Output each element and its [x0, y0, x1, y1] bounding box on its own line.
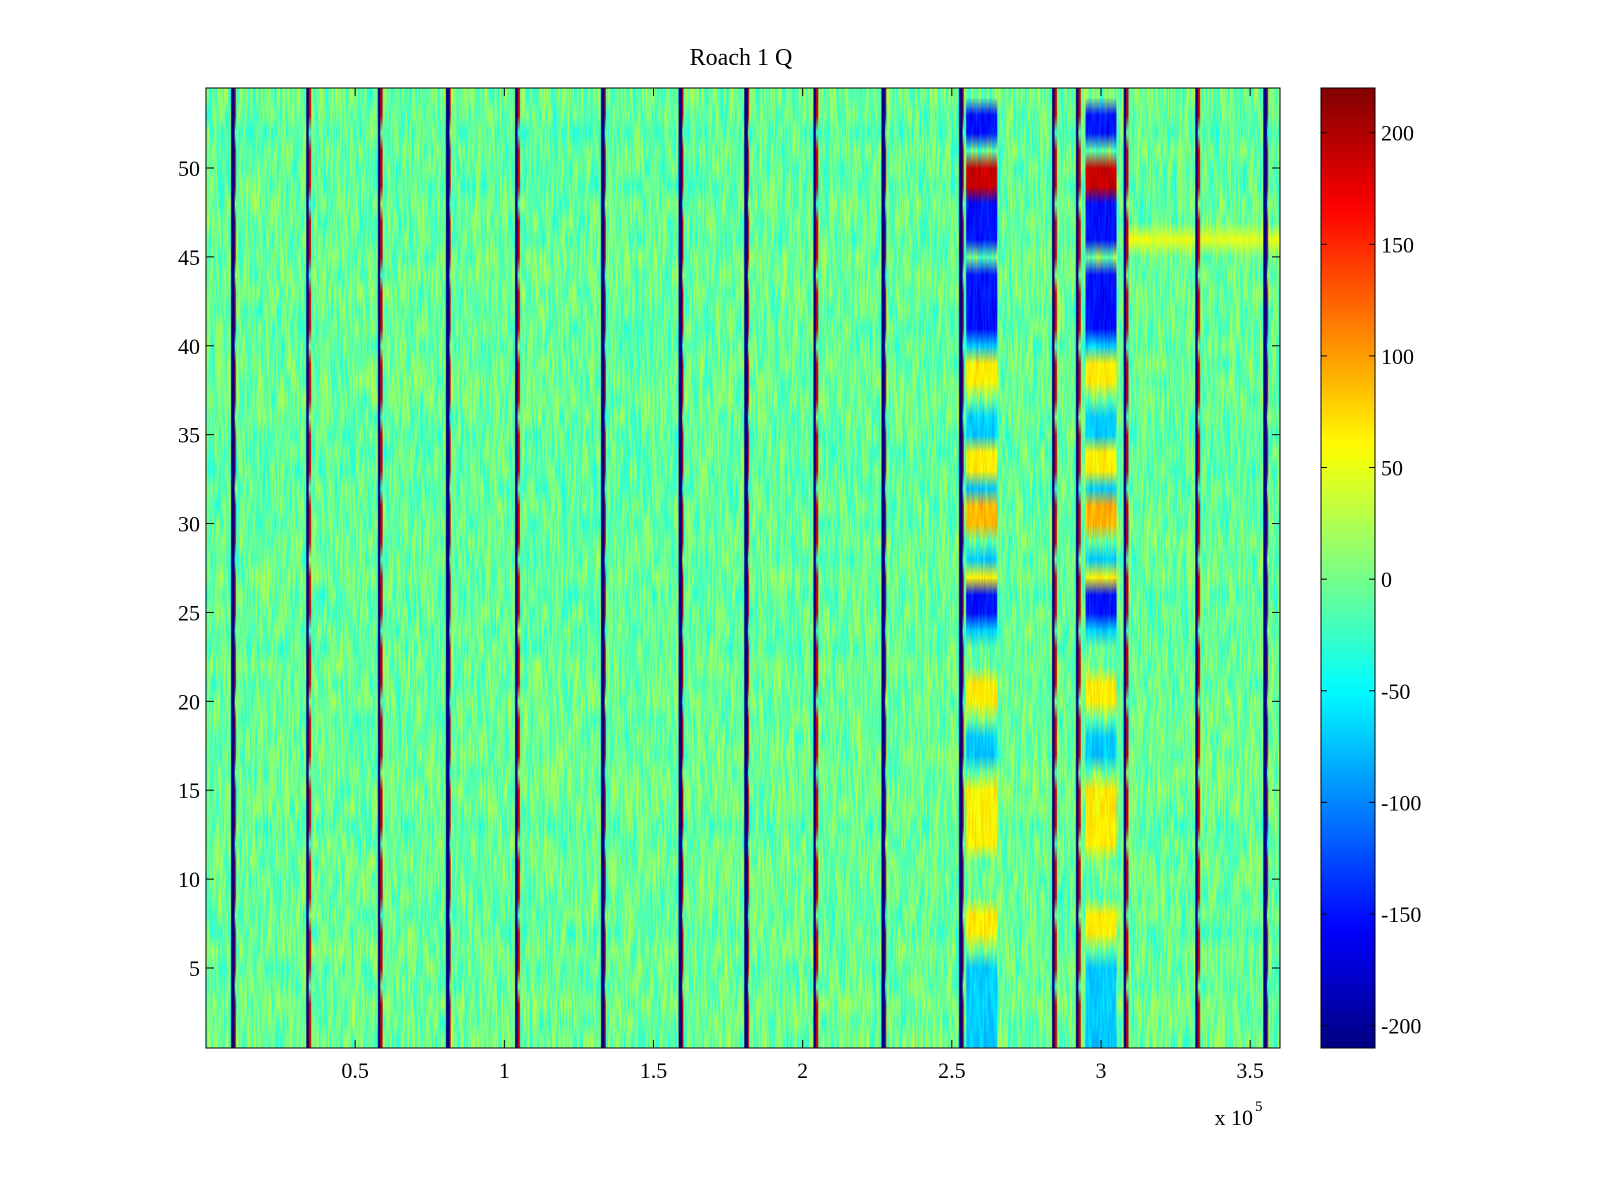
- x-tick-label: 1.5: [640, 1058, 668, 1083]
- x-tick-label: 2: [797, 1058, 808, 1083]
- y-tick-label: 25: [178, 600, 200, 625]
- colorbar-tick-label: -200: [1381, 1014, 1421, 1039]
- x-tick-label: 2.5: [938, 1058, 966, 1083]
- chart-title: Roach 1 Q: [690, 45, 793, 71]
- x-tick-label: 0.5: [341, 1058, 369, 1083]
- colorbar-frame: [1320, 87, 1376, 1049]
- y-axis: 5 10 15 20 25 30 35 40 45 50: [178, 156, 1280, 981]
- colorbar-tick-label: 50: [1381, 456, 1403, 481]
- colorbar-tick-label: -50: [1381, 679, 1410, 704]
- y-tick-label: 20: [178, 689, 200, 714]
- x-exponent-power: 5: [1255, 1099, 1263, 1115]
- colorbar-tick-label: 100: [1381, 344, 1414, 369]
- colorbar-tick-label: -150: [1381, 902, 1421, 927]
- plot-frame: [205, 87, 1281, 1049]
- y-tick-label: 30: [178, 512, 200, 537]
- x-tick-label: 3.5: [1236, 1058, 1264, 1083]
- colorbar-gradient: [1321, 88, 1375, 1048]
- heatmap-plot: 0.5 1 1.5 2 2.5 3 3.5 5 10 15 20 25 30 35 40 45 50 x 10…: [178, 87, 1281, 1130]
- y-tick-label: 10: [178, 867, 200, 892]
- colorbar: 200 150 100 50 0 -50 -100 -150 -200: [1320, 87, 1421, 1049]
- colorbar-tick-label: 0: [1381, 567, 1392, 592]
- x-exponent-label: x 10: [1215, 1105, 1254, 1130]
- colorbar-ticks: 200 150 100 50 0 -50 -100 -150 -200: [1321, 121, 1421, 1039]
- y-tick-label: 5: [189, 956, 200, 981]
- x-tick-label: 1: [499, 1058, 510, 1083]
- heatmap-cells: [206, 88, 1280, 1048]
- x-axis: 0.5 1 1.5 2 2.5 3 3.5: [341, 88, 1264, 1083]
- y-tick-label: 40: [178, 334, 200, 359]
- y-tick-label: 45: [178, 245, 200, 270]
- colorbar-tick-label: 200: [1381, 121, 1414, 146]
- colorbar-tick-label: 150: [1381, 232, 1414, 257]
- colorbar-tick-label: -100: [1381, 790, 1421, 815]
- x-tick-label: 3: [1096, 1058, 1107, 1083]
- y-tick-label: 50: [178, 156, 200, 181]
- y-tick-label: 35: [178, 423, 200, 448]
- y-tick-label: 15: [178, 778, 200, 803]
